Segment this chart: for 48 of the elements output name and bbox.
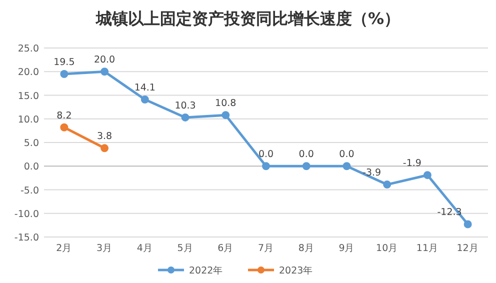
data-label: 3.8: [96, 131, 112, 142]
point: [100, 144, 109, 152]
data-label: -3.9: [362, 168, 382, 179]
point: [100, 68, 109, 76]
y-tick-label: 5.0: [24, 138, 39, 149]
y-tick-label: 15.0: [18, 90, 39, 102]
point: [464, 220, 472, 228]
y-tick-label: -5.0: [20, 185, 39, 196]
point: [222, 111, 230, 120]
x-tick-label: 3月: [96, 243, 113, 254]
x-tick-label: 9月: [338, 243, 355, 254]
y-tick-label: 20.0: [18, 67, 39, 78]
data-label: 10.8: [215, 98, 236, 110]
x-tick-label: 2月: [56, 243, 72, 254]
data-label: -1.9: [402, 158, 422, 170]
x-tick-label: 7月: [258, 243, 274, 254]
x-tick-label: 11月: [416, 243, 438, 254]
legend-label: 2022年: [189, 264, 224, 276]
point: [302, 162, 310, 170]
chart-title: 城镇以上固定资产投资同比增长速度（%）: [94, 9, 400, 28]
y-tick-label: -15.0: [14, 232, 39, 244]
data-label: 14.1: [134, 82, 156, 94]
point: [342, 162, 351, 170]
x-tick-label: 8月: [298, 243, 314, 254]
x-tick-label: 4月: [136, 243, 153, 254]
x-tick-label: 12月: [456, 243, 479, 254]
legend-label: 2023年: [279, 264, 314, 276]
y-tick-label: 25.0: [18, 44, 39, 54]
y-tick-label: 10.0: [18, 114, 39, 126]
y-tick-label: -10.0: [14, 208, 39, 220]
y-tick-label: 0.0: [24, 162, 39, 173]
x-tick-label: 10月: [376, 243, 398, 254]
data-label: 20.0: [94, 54, 116, 66]
point: [60, 123, 68, 132]
data-label: 8.2: [56, 110, 72, 122]
point: [383, 180, 392, 189]
point: [60, 70, 68, 78]
data-label: 0.0: [298, 149, 314, 160]
data-label: 0.0: [258, 149, 274, 160]
data-label: 0.0: [339, 149, 354, 160]
point: [140, 96, 149, 104]
point: [262, 162, 270, 170]
data-label: 10.3: [174, 100, 196, 112]
point: [181, 113, 190, 122]
x-tick-label: 6月: [218, 243, 234, 254]
data-label: 19.5: [54, 56, 75, 68]
point: [423, 171, 432, 180]
x-tick-label: 5月: [177, 243, 194, 254]
